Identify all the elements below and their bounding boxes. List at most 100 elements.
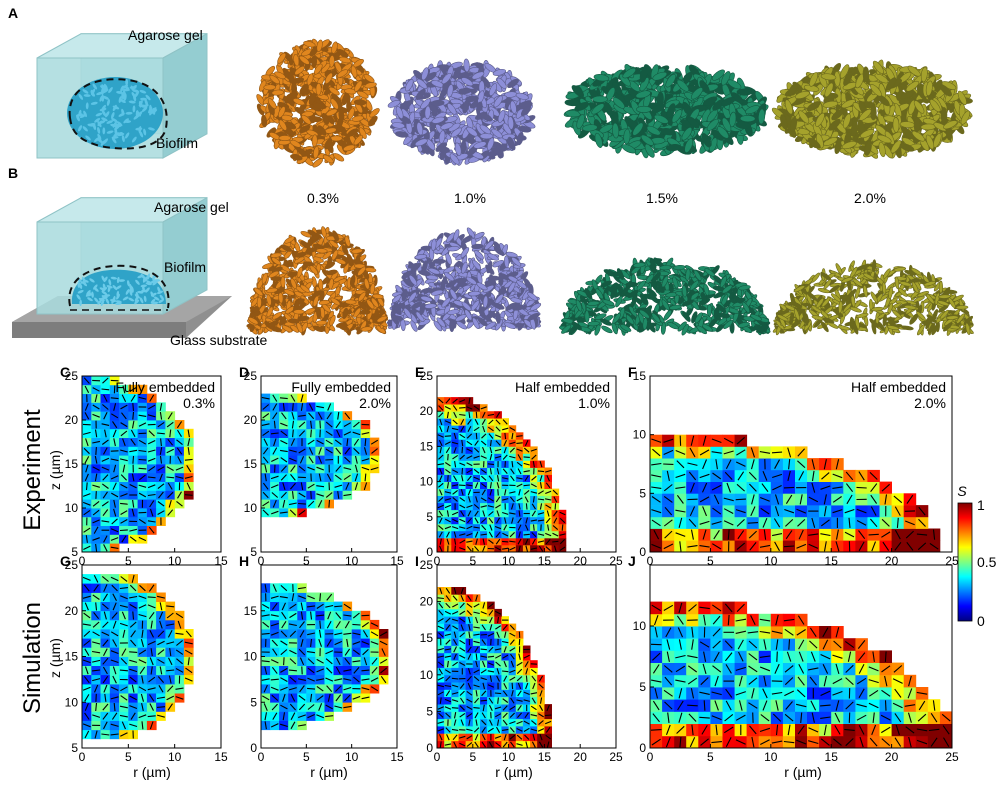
heatmap-cells-d	[261, 393, 380, 518]
y-tick: 5	[71, 741, 78, 755]
colorbar-title: S	[957, 483, 967, 499]
r-axis-label-i: r (µm)	[495, 764, 533, 780]
cluster-a-0-3	[256, 38, 380, 168]
cluster-b-2-0	[772, 259, 974, 336]
y-tick: 0	[639, 741, 646, 755]
cluster-b-1-5	[559, 257, 771, 336]
x-tick: 25	[945, 750, 959, 764]
x-tick: 15	[825, 750, 839, 764]
x-tick: 10	[764, 750, 778, 764]
concentration-label-1: 1.0%	[454, 190, 486, 206]
row-label-experiment: Experiment	[19, 409, 46, 531]
cluster-a-1-0	[387, 58, 536, 166]
y-tick: 15	[244, 604, 258, 618]
biofilm-blob-a	[67, 77, 168, 150]
heatmap-cells-e	[437, 397, 567, 553]
y-tick: 15	[420, 439, 434, 453]
concentration-label-3: 2.0%	[854, 190, 886, 206]
x-tick: 0	[258, 554, 265, 568]
label-agarose-gel-a: Agarose gel	[128, 27, 203, 43]
panel-title-c: Fully embedded	[115, 379, 215, 395]
x-tick: 20	[574, 554, 588, 568]
y-tick: 15	[244, 457, 258, 471]
y-tick: 25	[420, 369, 434, 383]
panel-label-e: E	[415, 364, 424, 380]
y-tick: 5	[250, 695, 257, 709]
x-tick: 5	[707, 750, 714, 764]
row-label-simulation: Simulation	[19, 602, 46, 714]
x-tick: 5	[469, 554, 476, 568]
y-tick: 5	[426, 510, 433, 524]
y-tick: 20	[420, 404, 434, 418]
panel-conc-e: 1.0%	[578, 395, 610, 411]
panel-title-d: Fully embedded	[291, 379, 391, 395]
panel-frame	[649, 564, 953, 749]
r-axis-label-h: r (µm)	[310, 764, 348, 780]
x-tick: 20	[574, 750, 588, 764]
x-tick: 10	[345, 750, 359, 764]
heatmap-cells-i	[437, 587, 552, 749]
panel-label-g: G	[60, 553, 71, 569]
x-tick: 5	[303, 750, 310, 764]
y-tick: 5	[639, 680, 646, 694]
panel-label-j: J	[628, 553, 636, 569]
y-tick: 10	[633, 428, 647, 442]
y-tick: 10	[244, 501, 258, 515]
panel-frame	[436, 375, 617, 553]
label-biofilm-a: Biofilm	[156, 135, 198, 151]
x-tick: 20	[885, 554, 899, 568]
label-biofilm-b: Biofilm	[164, 259, 206, 275]
colorbar-tick-0: 0	[977, 613, 985, 629]
y-tick: 25	[65, 369, 79, 383]
concentration-label-0: 0.3%	[307, 190, 339, 206]
z-axis-label-sim: z (µm)	[47, 638, 63, 678]
x-tick: 15	[825, 554, 839, 568]
x-tick: 5	[303, 554, 310, 568]
y-tick: 5	[71, 545, 78, 559]
y-tick: 20	[65, 413, 79, 427]
x-tick: 5	[125, 554, 132, 568]
x-tick: 5	[707, 554, 714, 568]
y-tick: 10	[420, 668, 434, 682]
y-tick: 25	[244, 369, 258, 383]
x-tick: 0	[434, 554, 441, 568]
y-tick: 20	[244, 413, 258, 427]
x-tick: 15	[538, 554, 552, 568]
colorbar-tick-1: 0.5	[977, 554, 997, 570]
panel-title-f: Half embedded	[851, 379, 946, 395]
label-glass-substrate: Glass substrate	[170, 332, 267, 348]
cluster-b-1-0	[386, 227, 542, 332]
y-tick: 10	[420, 475, 434, 489]
y-tick: 15	[65, 650, 79, 664]
cluster-b-0-3	[246, 226, 389, 336]
panel-label-c: C	[60, 364, 70, 380]
y-tick: 15	[420, 631, 434, 645]
y-tick: 0	[639, 545, 646, 559]
panel-label-a: A	[8, 5, 18, 21]
cluster-a-2-0	[771, 59, 973, 159]
concentration-label-2: 1.5%	[646, 190, 678, 206]
y-tick: 5	[250, 545, 257, 559]
y-tick: 20	[65, 604, 79, 618]
panel-label-f: F	[628, 364, 637, 380]
x-tick: 5	[125, 750, 132, 764]
panel-label-d: D	[239, 364, 249, 380]
x-tick: 20	[885, 750, 899, 764]
z-axis-label-exp: z (µm)	[47, 450, 63, 490]
y-tick: 5	[639, 486, 646, 500]
x-tick: 25	[609, 750, 623, 764]
x-tick: 10	[764, 554, 778, 568]
x-tick: 0	[647, 554, 654, 568]
heatmap-cells-h	[261, 583, 389, 731]
y-tick: 20	[420, 595, 434, 609]
y-tick: 10	[65, 501, 79, 515]
heatmap-cells-g	[82, 574, 194, 740]
x-tick: 15	[390, 750, 404, 764]
panel-h: 0 5 10 15 0 5 10 15 H	[239, 553, 404, 764]
